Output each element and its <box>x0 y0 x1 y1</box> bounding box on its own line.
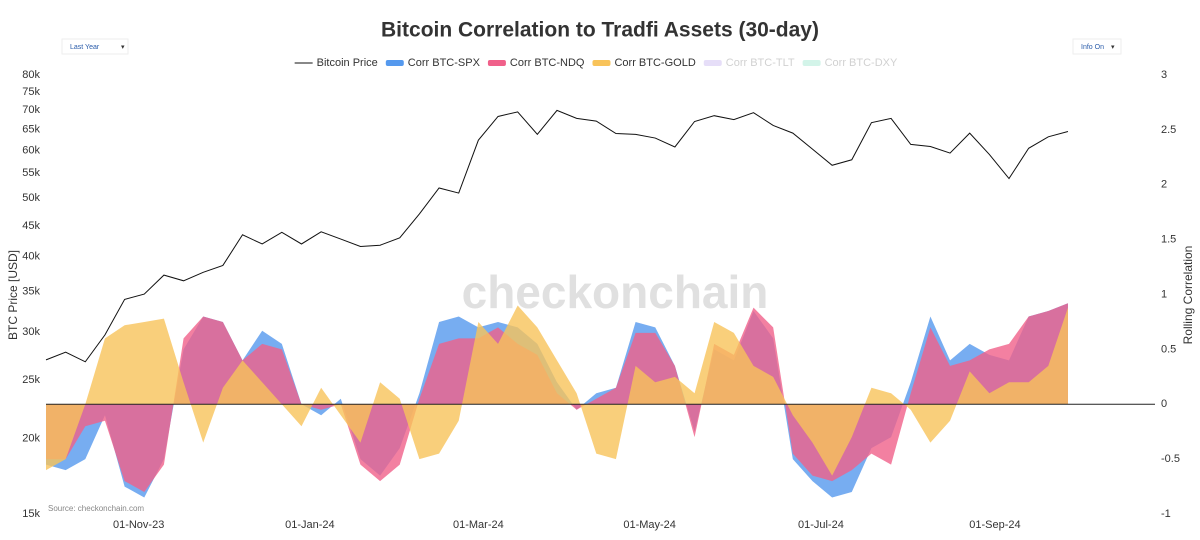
source-note: Source: checkonchain.com <box>48 504 144 513</box>
legend: Bitcoin Price Corr BTC-SPX Corr BTC-NDQ Cor… <box>294 57 898 69</box>
dropdown-label[interactable]: Info On <box>1081 44 1104 51</box>
y-tick-label: 35k <box>22 286 40 298</box>
x-tick-label: 01-Sep-24 <box>969 519 1020 531</box>
x-tick-label: 01-Mar-24 <box>453 519 504 531</box>
y2-axis-title: Rolling Correlation <box>1181 246 1195 345</box>
legend-swatch <box>592 60 611 66</box>
dropdown-arrow[interactable]: ▾ <box>121 44 125 51</box>
y-tick-label: 80k <box>22 69 40 81</box>
corr-area <box>46 305 1068 476</box>
legend-label: Corr BTC-GOLD <box>614 57 695 69</box>
x-tick-label: 01-Jan-24 <box>285 519 335 531</box>
y-tick-label: 50k <box>22 192 40 204</box>
legend-swatch <box>703 60 722 66</box>
y2-tick-label: 2 <box>1161 179 1167 191</box>
y-tick-label: 60k <box>22 144 40 156</box>
y-tick-label: 55k <box>22 167 40 179</box>
y2-tick-label: 2.5 <box>1161 124 1176 136</box>
y2-tick-label: 3 <box>1161 69 1167 81</box>
watermark: checkonchain <box>462 266 769 318</box>
legend-item[interactable]: Corr BTC-NDQ <box>487 57 585 69</box>
info-dropdown[interactable]: Info On ▾ <box>1072 38 1122 55</box>
legend-label: Corr BTC-DXY <box>825 57 898 69</box>
y2-tick-label: -0.5 <box>1161 453 1180 465</box>
legend-item[interactable]: Corr BTC-DXY <box>802 57 898 69</box>
y-tick-label: 15k <box>22 508 40 520</box>
dropdown-box[interactable] <box>1072 38 1122 55</box>
y-axis-title: BTC Price [USD] <box>6 250 20 340</box>
chart-title: Bitcoin Correlation to Tradfi Assets (30… <box>381 19 819 42</box>
y-tick-label: 40k <box>22 251 40 263</box>
y-tick-label: 75k <box>22 86 40 98</box>
y-tick-label: 25k <box>22 374 40 386</box>
y2-tick-label: -1 <box>1161 508 1171 520</box>
legend-label: Corr BTC-TLT <box>726 57 795 69</box>
y2-tick-label: 1 <box>1161 288 1167 300</box>
y2-tick-label: 1.5 <box>1161 234 1176 246</box>
legend-item[interactable]: Corr BTC-TLT <box>703 57 795 69</box>
y-tick-label: 45k <box>22 220 40 232</box>
legend-label: Corr BTC-SPX <box>408 57 481 69</box>
y2-tick-label: 0 <box>1161 398 1167 410</box>
dropdown-arrow[interactable]: ▾ <box>1111 44 1115 51</box>
y-tick-label: 30k <box>22 326 40 338</box>
legend-label: Corr BTC-NDQ <box>510 57 585 69</box>
legend-item[interactable]: Corr BTC-SPX <box>385 57 481 69</box>
y-tick-label: 65k <box>22 123 40 135</box>
legend-swatch <box>487 60 506 66</box>
dropdown-label[interactable]: Last Year <box>70 44 100 51</box>
y-tick-label: 20k <box>22 432 40 444</box>
x-tick-label: 01-Jul-24 <box>798 519 844 531</box>
legend-label: Bitcoin Price <box>317 57 378 69</box>
y-tick-label: 70k <box>22 104 40 116</box>
x-tick-label: 01-Nov-23 <box>113 519 164 531</box>
y2-tick-label: 0.5 <box>1161 343 1176 355</box>
legend-item[interactable]: Bitcoin Price <box>294 57 378 69</box>
dropdown-box[interactable] <box>61 38 129 55</box>
legend-swatch <box>385 60 404 66</box>
price-line <box>45 109 1069 363</box>
legend-item[interactable]: Corr BTC-GOLD <box>592 57 696 69</box>
range-dropdown[interactable]: Last Year ▾ <box>61 38 129 55</box>
x-tick-label: 01-May-24 <box>623 519 676 531</box>
legend-swatch <box>802 60 821 66</box>
